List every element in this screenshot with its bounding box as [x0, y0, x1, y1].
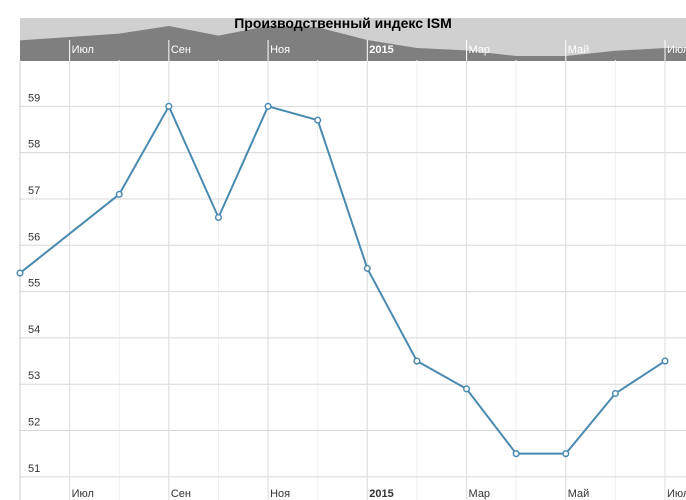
y-tick-label: 51: [28, 463, 40, 475]
navigator-tick-label: Ноя: [270, 44, 290, 56]
navigator-tick-label: Июл: [667, 44, 686, 56]
point: [363, 264, 371, 272]
x-tick-label: Ноя: [270, 488, 290, 500]
navigator-area: [20, 26, 686, 61]
navigator-tick-label: Сен: [171, 44, 191, 56]
y-tick-label: 57: [28, 185, 40, 197]
x-tick-label: Июл: [667, 488, 686, 500]
navigator-tick-label: Май: [568, 44, 590, 56]
point: [214, 213, 223, 222]
point: [16, 269, 24, 277]
point: [462, 385, 471, 393]
y-tick-label: 52: [28, 417, 40, 429]
point: [562, 450, 570, 458]
x-tick-label: Сен: [171, 488, 191, 500]
point: [314, 116, 322, 124]
point: [611, 389, 619, 398]
navigator-tick-label: Июл: [72, 44, 94, 56]
point: [661, 357, 669, 365]
x-tick-label: Май: [568, 488, 590, 500]
y-tick-label: 55: [28, 278, 40, 290]
y-tick-label: 56: [28, 231, 40, 243]
x-tick-label: Июл: [72, 488, 94, 500]
x-tick-label: 2015: [369, 488, 393, 500]
point: [413, 357, 421, 365]
navigator-sky: [20, 18, 686, 56]
point: [264, 102, 272, 110]
point: [165, 102, 173, 110]
point: [115, 190, 123, 198]
y-tick-label: 53: [28, 370, 40, 382]
navigator: Июл Сен Ноя 2015 Мар Май Июл: [20, 18, 686, 61]
chart-title: Производственный индекс ISM: [234, 15, 452, 31]
line: [19, 104, 666, 455]
x-tick-label: Мар: [469, 488, 491, 500]
navigator-tick-label: 2015: [369, 44, 393, 56]
point: [512, 450, 520, 458]
y-tick-label: 58: [28, 139, 40, 151]
y-tick-label: 54: [28, 324, 40, 336]
navigator-tick-label: Мар: [469, 44, 491, 56]
y-tick-label: 59: [28, 92, 40, 104]
plot: 51 52 53 54 55 56 57 58 59 Июл Сен Ноя 2015 Мар Май Июл: [16, 60, 686, 500]
